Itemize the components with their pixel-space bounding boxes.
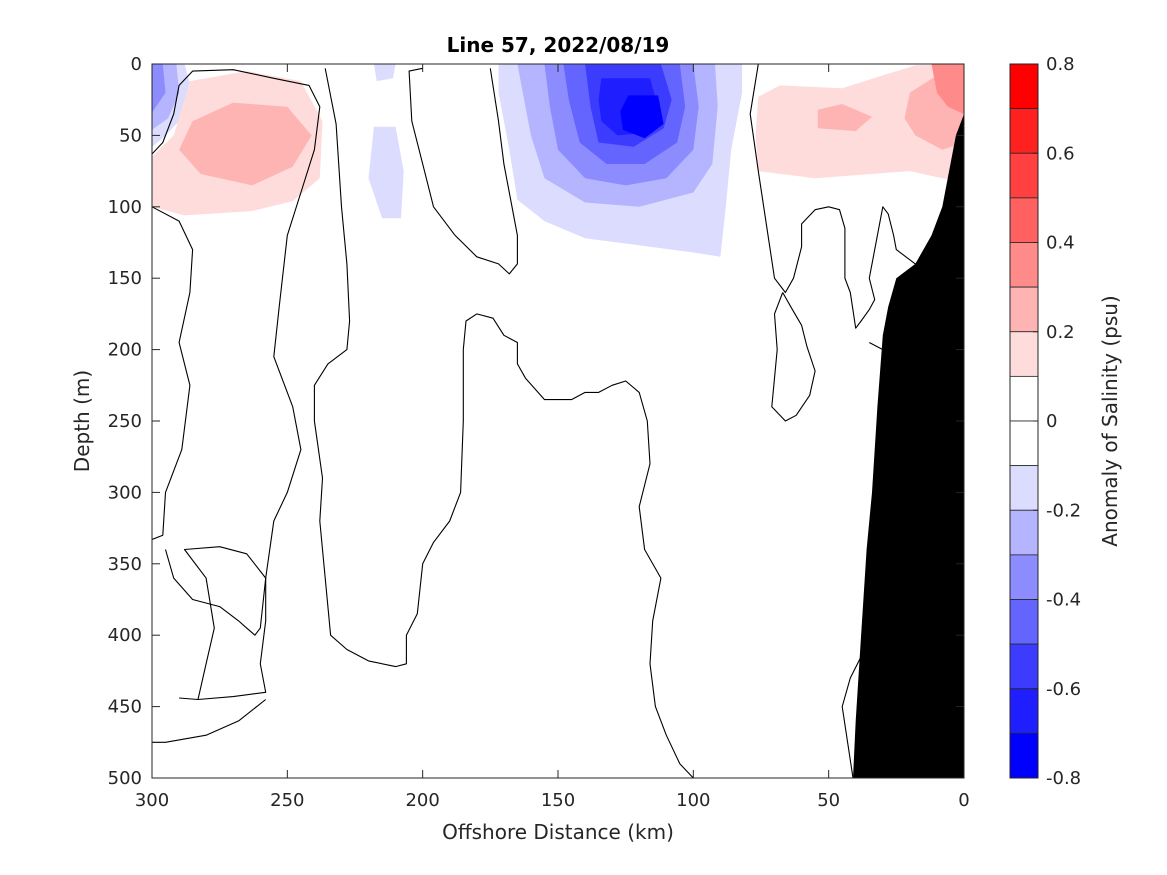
contour-fill-blue-patch-small-top [373, 64, 396, 82]
contour-line-zero-contour-right-loop [771, 292, 816, 422]
y-tick-label: 0 [131, 54, 142, 75]
colorbar-segment [1009, 599, 1039, 645]
contour-line-zero-contour-bottom-right [841, 656, 862, 778]
x-tick-label: 50 [817, 790, 840, 811]
colorbar-segment [1009, 643, 1039, 690]
contour-fill-blue-core-0.7 [620, 95, 664, 139]
colorbar-tick-label: -0.4 [1046, 590, 1081, 611]
colorbar-tick-label: 0 [1046, 411, 1057, 432]
colorbar-tick-label: -0.6 [1046, 679, 1081, 700]
contour-line-zero-contour-left-cap [152, 69, 321, 636]
x-axis-title: Offshore Distance (km) [442, 820, 674, 844]
y-tick-label: 500 [108, 768, 142, 789]
colorbar-title: Anomaly of Salinity (psu) [1098, 295, 1122, 546]
y-tick-label: 450 [108, 697, 142, 718]
colorbar-segment [1009, 108, 1039, 154]
contour-line-zero-contour-band-a [152, 699, 267, 743]
colorbar-segment [1009, 152, 1039, 199]
colorbar-tick-label: 0.4 [1046, 233, 1075, 254]
colorbar-segment [1009, 554, 1039, 600]
y-axis-title: Depth (m) [70, 370, 94, 472]
colorbar-tick-label: 0.2 [1046, 322, 1075, 343]
x-tick-label: 250 [270, 790, 304, 811]
contour-line-zero-contour-left-lobe [152, 206, 194, 541]
contour-fill-blue-patch-small-mid [368, 126, 404, 219]
y-tick-label: 400 [108, 625, 142, 646]
colorbar-segment [1009, 331, 1039, 377]
y-axis: 0 50 100 150 200 250 300 350 400 450 500 [108, 54, 964, 789]
contour-fill-red-left-0.2 [179, 102, 312, 186]
colorbar-segment [1009, 509, 1039, 556]
colorbar-segment [1009, 465, 1039, 511]
contour-lines [152, 64, 964, 778]
contour-line-zero-contour-right-upper [749, 64, 964, 329]
colorbar-segment [1009, 688, 1039, 734]
y-tick-label: 50 [119, 125, 142, 146]
bathymetry-layer [853, 114, 964, 778]
contour-line-zero-contour-loop-left [179, 546, 267, 701]
y-tick-label: 200 [108, 340, 142, 361]
x-tick-label: 0 [958, 790, 969, 811]
contour-line-zero-contour-top-middle [408, 67, 518, 275]
colorbar-segment [1009, 286, 1039, 333]
x-tick-label: 300 [135, 790, 169, 811]
contour-fill-red-right-0.3 [931, 64, 964, 114]
x-axis: 300 250 200 150 100 50 0 [135, 64, 970, 811]
y-tick-label: 350 [108, 554, 142, 575]
bathymetry-seafloor [853, 114, 964, 778]
colorbar-segment [1009, 63, 1039, 110]
colorbar: 0.8 0.6 0.4 0.2 0 -0.2 -0.4 -0.6 -0.8 [1009, 54, 1081, 789]
x-tick-label: 100 [676, 790, 710, 811]
chart-title: Line 57, 2022/08/19 [447, 33, 670, 57]
contour-fill-red-right-0.2 [817, 104, 872, 132]
colorbar-segment [1009, 242, 1039, 288]
y-tick-label: 250 [108, 411, 142, 432]
contour-line-zero-contour-band-b [313, 68, 694, 778]
colorbar-tick-label: 0.8 [1046, 54, 1075, 75]
y-tick-label: 150 [108, 268, 142, 289]
colorbar-tick-label: 0.6 [1046, 143, 1075, 164]
x-tick-label: 150 [541, 790, 575, 811]
colorbar-segment [1009, 732, 1039, 779]
y-tick-label: 300 [108, 482, 142, 503]
colorbar-tick-label: -0.8 [1046, 768, 1081, 789]
y-tick-label: 100 [108, 197, 142, 218]
contour-fill-blue-nearshore-left-inner [152, 64, 166, 113]
colorbar-tick-label: -0.2 [1046, 500, 1081, 521]
filled-contours [152, 64, 964, 257]
colorbar-segment [1009, 420, 1039, 467]
colorbar-segment [1009, 197, 1039, 243]
x-tick-label: 200 [405, 790, 439, 811]
colorbar-segment [1009, 375, 1039, 422]
